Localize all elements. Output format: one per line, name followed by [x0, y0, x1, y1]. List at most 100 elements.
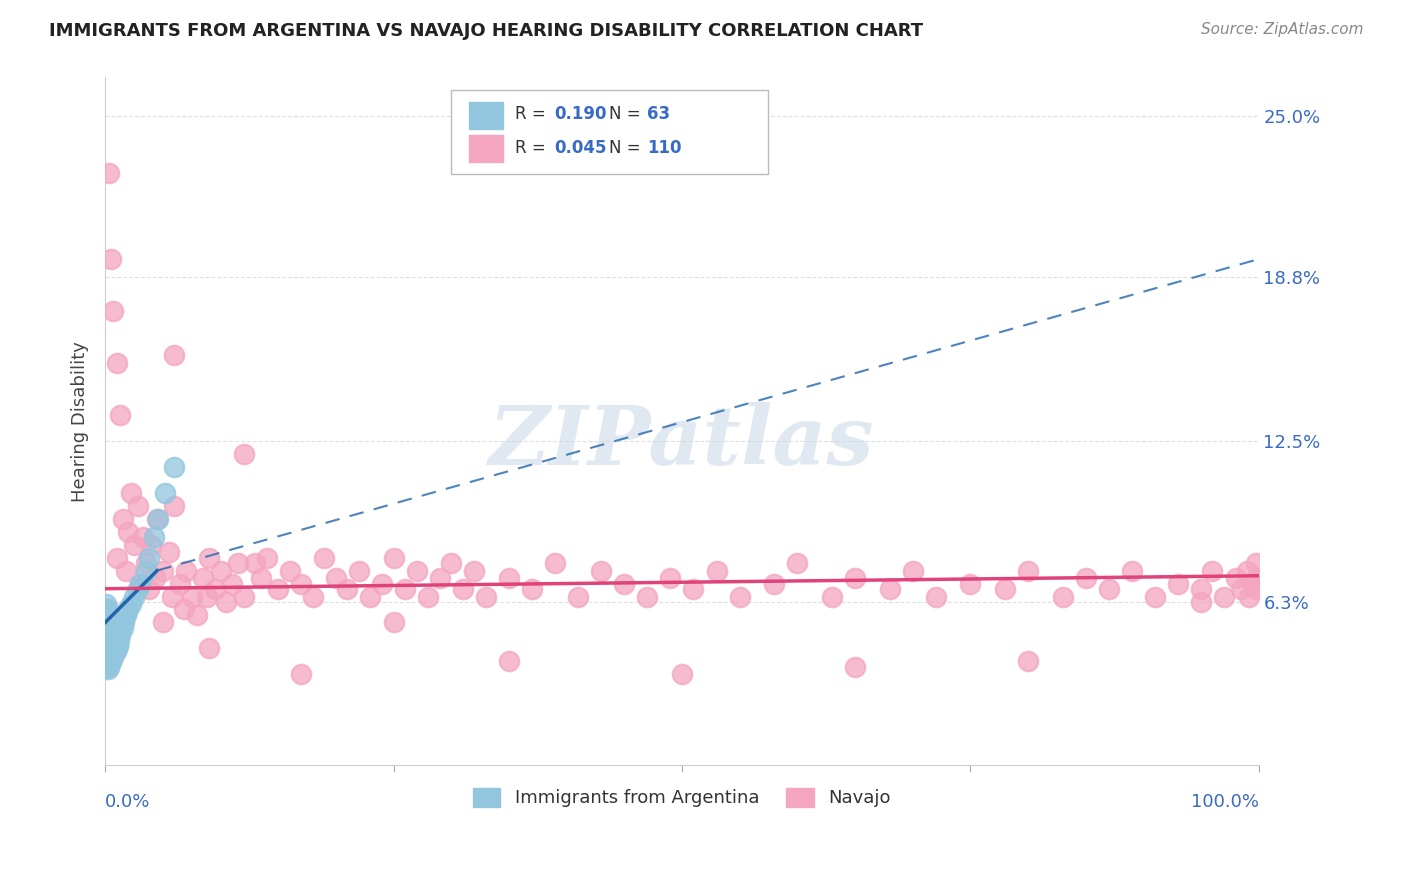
- Point: [186, 607, 208, 622]
- Text: N =: N =: [609, 105, 647, 123]
- Point: [174, 564, 197, 578]
- Point: [382, 550, 405, 565]
- Point: [138, 582, 160, 596]
- Text: 0.0%: 0.0%: [105, 793, 150, 811]
- Point: [103, 304, 125, 318]
- Point: [101, 628, 124, 642]
- Point: [193, 571, 215, 585]
- Point: [96, 602, 118, 616]
- Point: [127, 499, 149, 513]
- Point: [98, 636, 121, 650]
- Point: [844, 571, 866, 585]
- Point: [544, 556, 567, 570]
- Point: [96, 639, 118, 653]
- Point: [96, 636, 118, 650]
- FancyBboxPatch shape: [468, 135, 503, 162]
- Point: [204, 582, 226, 596]
- Point: [671, 667, 693, 681]
- Text: R =: R =: [515, 138, 551, 157]
- Point: [96, 644, 118, 658]
- Point: [107, 639, 129, 653]
- Point: [97, 624, 120, 638]
- Point: [1189, 582, 1212, 596]
- Text: IMMIGRANTS FROM ARGENTINA VS NAVAJO HEARING DISABILITY CORRELATION CHART: IMMIGRANTS FROM ARGENTINA VS NAVAJO HEAR…: [49, 22, 924, 40]
- Point: [613, 576, 636, 591]
- Point: [105, 615, 128, 630]
- Point: [278, 564, 301, 578]
- Point: [463, 564, 485, 578]
- Point: [163, 348, 186, 362]
- Point: [924, 590, 946, 604]
- Point: [256, 550, 278, 565]
- Point: [1201, 564, 1223, 578]
- Point: [498, 571, 520, 585]
- Point: [1098, 582, 1121, 596]
- Point: [157, 545, 180, 559]
- Point: [451, 582, 474, 596]
- Point: [120, 597, 142, 611]
- Point: [226, 556, 249, 570]
- Point: [148, 511, 170, 525]
- Point: [111, 621, 134, 635]
- Point: [429, 571, 451, 585]
- Point: [209, 564, 232, 578]
- Point: [96, 607, 118, 622]
- Point: [325, 571, 347, 585]
- Point: [301, 590, 323, 604]
- Point: [314, 550, 336, 565]
- Point: [111, 511, 134, 525]
- Point: [1230, 582, 1253, 596]
- Point: [520, 582, 543, 596]
- Point: [1241, 576, 1264, 591]
- Point: [128, 576, 150, 591]
- Point: [96, 659, 118, 673]
- Point: [659, 571, 682, 585]
- Point: [763, 576, 786, 591]
- Point: [103, 647, 125, 661]
- Point: [706, 564, 728, 578]
- Point: [440, 556, 463, 570]
- Point: [135, 556, 157, 570]
- Point: [1236, 564, 1258, 578]
- Point: [94, 628, 117, 642]
- Text: 110: 110: [647, 138, 682, 157]
- Point: [173, 602, 195, 616]
- Point: [1121, 564, 1143, 578]
- Point: [786, 556, 808, 570]
- Point: [96, 615, 118, 630]
- Point: [108, 408, 131, 422]
- Point: [103, 625, 125, 640]
- Point: [215, 595, 238, 609]
- Point: [94, 654, 117, 668]
- Point: [98, 647, 121, 661]
- Point: [1017, 654, 1039, 668]
- Point: [96, 618, 118, 632]
- Point: [97, 641, 120, 656]
- Point: [198, 550, 221, 565]
- FancyBboxPatch shape: [468, 102, 503, 129]
- Point: [112, 615, 135, 630]
- Point: [1246, 571, 1268, 585]
- Point: [821, 590, 844, 604]
- Point: [98, 657, 121, 671]
- Point: [371, 576, 394, 591]
- Point: [96, 662, 118, 676]
- Point: [132, 530, 155, 544]
- Point: [994, 582, 1017, 596]
- Text: 0.190: 0.190: [554, 105, 606, 123]
- Point: [94, 641, 117, 656]
- Text: R =: R =: [515, 105, 551, 123]
- Point: [96, 652, 118, 666]
- Point: [138, 550, 160, 565]
- Point: [221, 576, 243, 591]
- Point: [100, 644, 122, 658]
- Text: 0.045: 0.045: [554, 138, 606, 157]
- Point: [100, 654, 122, 668]
- Point: [728, 590, 751, 604]
- Point: [1213, 590, 1236, 604]
- Point: [879, 582, 901, 596]
- Point: [682, 582, 704, 596]
- Point: [104, 644, 127, 658]
- Point: [347, 564, 370, 578]
- Point: [250, 571, 273, 585]
